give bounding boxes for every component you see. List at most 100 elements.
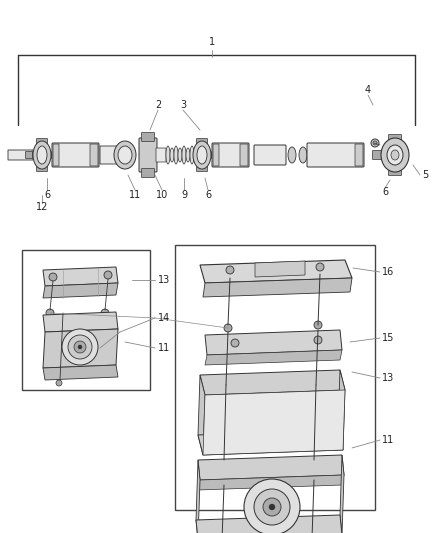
Polygon shape: [205, 350, 342, 365]
Polygon shape: [205, 330, 342, 355]
FancyBboxPatch shape: [156, 148, 166, 162]
Text: 4: 4: [365, 85, 371, 95]
Text: 6: 6: [205, 190, 211, 200]
Polygon shape: [43, 283, 118, 298]
FancyBboxPatch shape: [175, 245, 375, 510]
FancyBboxPatch shape: [212, 143, 249, 167]
Circle shape: [56, 380, 62, 386]
FancyBboxPatch shape: [212, 151, 219, 158]
FancyBboxPatch shape: [36, 165, 47, 172]
FancyBboxPatch shape: [141, 133, 155, 141]
FancyBboxPatch shape: [52, 151, 59, 158]
Ellipse shape: [197, 146, 207, 164]
Circle shape: [68, 335, 92, 359]
FancyBboxPatch shape: [90, 144, 98, 166]
Polygon shape: [200, 260, 352, 283]
FancyBboxPatch shape: [100, 146, 122, 164]
Polygon shape: [203, 390, 345, 455]
Ellipse shape: [118, 146, 132, 164]
FancyBboxPatch shape: [389, 167, 402, 175]
Text: 2: 2: [155, 100, 161, 110]
Text: 10: 10: [156, 190, 168, 200]
FancyBboxPatch shape: [254, 145, 286, 165]
Polygon shape: [200, 370, 345, 395]
FancyBboxPatch shape: [52, 143, 99, 167]
Polygon shape: [340, 455, 344, 533]
Ellipse shape: [114, 141, 136, 169]
Ellipse shape: [182, 146, 186, 164]
Polygon shape: [198, 455, 344, 480]
Circle shape: [244, 479, 300, 533]
FancyBboxPatch shape: [213, 144, 219, 166]
Ellipse shape: [193, 141, 211, 169]
Ellipse shape: [391, 150, 399, 160]
Polygon shape: [198, 375, 205, 455]
Text: 3: 3: [180, 100, 186, 110]
Polygon shape: [198, 430, 343, 455]
Ellipse shape: [33, 141, 51, 169]
FancyBboxPatch shape: [372, 150, 381, 159]
Circle shape: [62, 329, 98, 365]
Circle shape: [49, 273, 57, 281]
Ellipse shape: [186, 148, 190, 162]
FancyBboxPatch shape: [355, 144, 363, 166]
FancyBboxPatch shape: [141, 168, 155, 177]
Text: 16: 16: [382, 267, 394, 277]
Ellipse shape: [381, 138, 409, 172]
FancyBboxPatch shape: [197, 139, 208, 146]
Ellipse shape: [170, 148, 174, 162]
Ellipse shape: [190, 146, 194, 164]
Text: 9: 9: [181, 190, 187, 200]
Polygon shape: [203, 278, 352, 297]
Ellipse shape: [299, 147, 307, 163]
FancyBboxPatch shape: [307, 143, 364, 167]
Circle shape: [254, 489, 290, 525]
Polygon shape: [196, 515, 342, 533]
Polygon shape: [196, 460, 200, 533]
Ellipse shape: [387, 145, 403, 165]
Text: 14: 14: [158, 313, 170, 323]
FancyBboxPatch shape: [22, 250, 150, 390]
FancyBboxPatch shape: [139, 138, 157, 172]
Ellipse shape: [288, 147, 296, 163]
FancyBboxPatch shape: [25, 151, 32, 158]
Circle shape: [231, 339, 239, 347]
FancyBboxPatch shape: [197, 165, 208, 172]
Circle shape: [371, 139, 379, 147]
Circle shape: [224, 324, 232, 332]
FancyBboxPatch shape: [53, 144, 59, 166]
Ellipse shape: [166, 146, 170, 164]
FancyBboxPatch shape: [186, 151, 192, 158]
FancyBboxPatch shape: [8, 150, 33, 160]
Circle shape: [263, 498, 281, 516]
Polygon shape: [43, 267, 118, 286]
Circle shape: [74, 341, 86, 353]
Circle shape: [269, 504, 275, 510]
Polygon shape: [338, 370, 345, 450]
FancyBboxPatch shape: [36, 139, 47, 146]
Polygon shape: [255, 261, 305, 277]
Ellipse shape: [37, 146, 47, 164]
FancyBboxPatch shape: [240, 144, 248, 166]
Circle shape: [78, 345, 82, 349]
Circle shape: [373, 141, 377, 145]
Circle shape: [314, 336, 322, 344]
Text: 5: 5: [422, 170, 428, 180]
Text: 13: 13: [382, 373, 394, 383]
Circle shape: [101, 309, 109, 317]
Polygon shape: [43, 312, 118, 332]
Ellipse shape: [174, 146, 178, 164]
Circle shape: [104, 271, 112, 279]
Text: 1: 1: [209, 37, 215, 47]
Ellipse shape: [178, 148, 182, 162]
Text: 15: 15: [382, 333, 394, 343]
Text: 6: 6: [382, 187, 388, 197]
Ellipse shape: [194, 148, 198, 162]
Circle shape: [316, 263, 324, 271]
Polygon shape: [43, 329, 118, 368]
Text: 13: 13: [158, 275, 170, 285]
Circle shape: [314, 321, 322, 329]
Text: 6: 6: [44, 190, 50, 200]
Text: 11: 11: [158, 343, 170, 353]
Polygon shape: [43, 365, 118, 380]
